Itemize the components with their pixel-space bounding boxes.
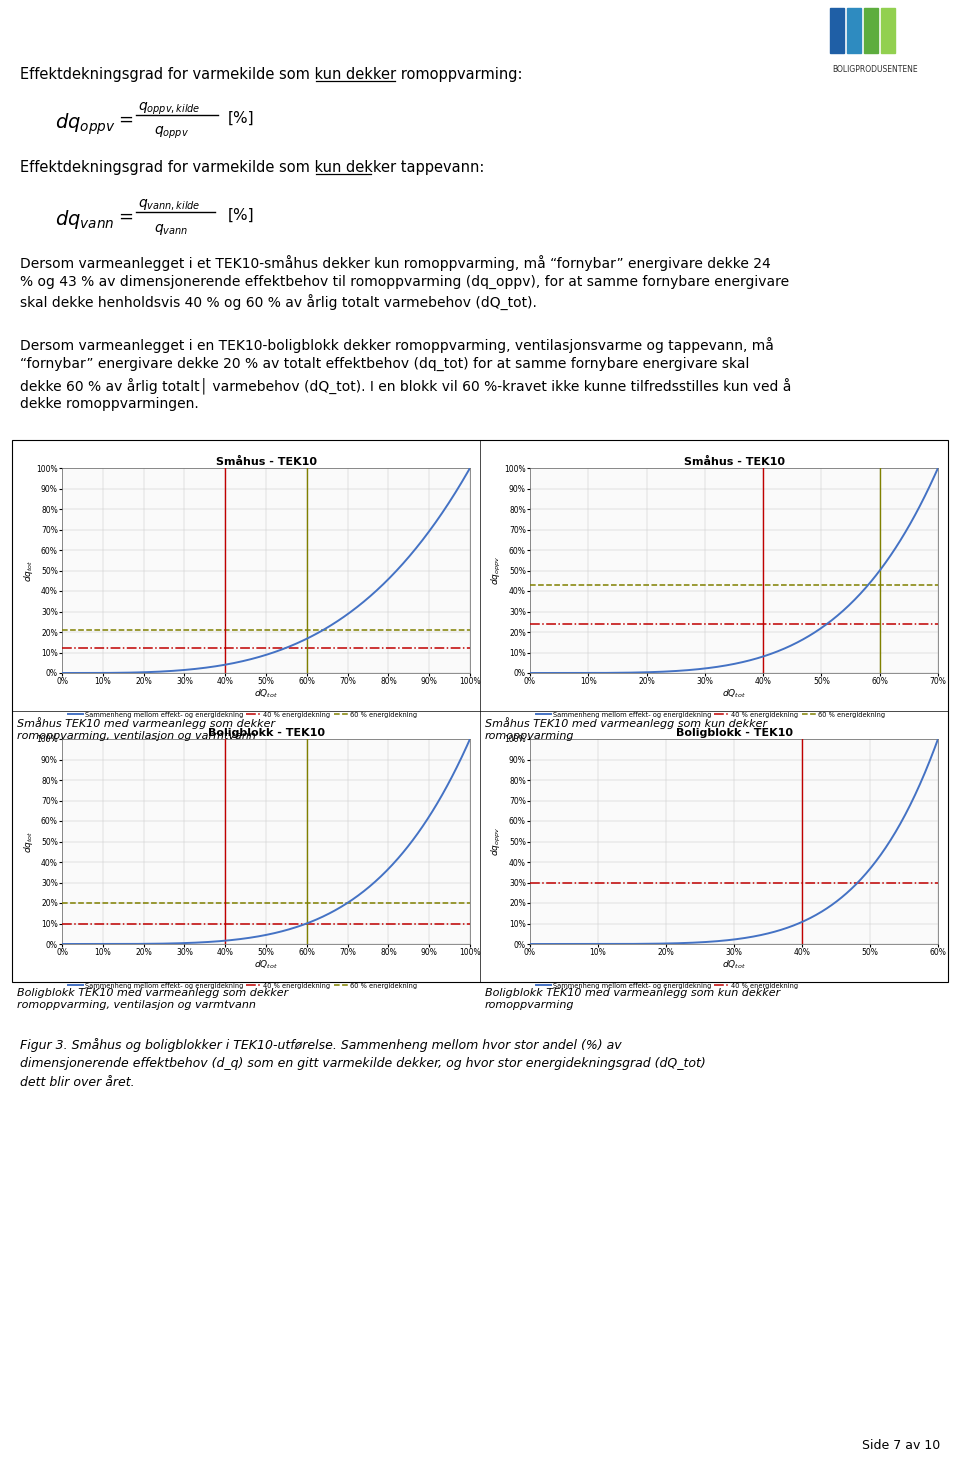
Legend: Sammenheng mellom effekt- og energidekning, 40 % energidekning, 60 % energidekni: Sammenheng mellom effekt- og energidekni…	[65, 980, 420, 991]
Title: Småhus - TEK10: Småhus - TEK10	[684, 457, 784, 467]
Bar	[847, 7, 861, 53]
Text: Dersom varmeanlegget i en TEK10-boligblokk dekker romoppvarming, ventilasjonsvar: Dersom varmeanlegget i en TEK10-boligblo…	[20, 337, 774, 353]
Text: =: =	[118, 207, 133, 226]
Text: Effektdekningsgrad for varmekilde som kun dekker tappevann:: Effektdekningsgrad for varmekilde som ku…	[20, 160, 485, 175]
Text: “fornybar” energivare dekke 20 % av totalt effektbehov (dq_tot) for at samme for: “fornybar” energivare dekke 20 % av tota…	[20, 357, 750, 370]
Text: Boligblokk TEK10 med varmeanlegg som dekker
romoppvarming, ventilasjon og varmtv: Boligblokk TEK10 med varmeanlegg som dek…	[17, 988, 288, 1010]
X-axis label: $dQ_{tot}$: $dQ_{tot}$	[254, 958, 277, 972]
Text: Side 7 av 10: Side 7 av 10	[862, 1439, 940, 1452]
Text: Boligblokk TEK10 med varmeanlegg som kun dekker
romoppvarming: Boligblokk TEK10 med varmeanlegg som kun…	[485, 988, 780, 1010]
Text: Dersom varmeanlegget i et TEK10-småhus dekker kun romoppvarming, må “fornybar” e: Dersom varmeanlegget i et TEK10-småhus d…	[20, 254, 771, 270]
Text: dett blir over året.: dett blir over året.	[20, 1076, 134, 1089]
Bar	[881, 7, 895, 53]
Text: $\mathit{dq_{oppv}}$: $\mathit{dq_{oppv}}$	[55, 112, 115, 137]
Bar	[12, 440, 948, 982]
Y-axis label: $dq_{tot}$: $dq_{tot}$	[22, 831, 35, 853]
Bar	[830, 7, 844, 53]
Title: Småhus - TEK10: Småhus - TEK10	[215, 457, 317, 467]
Text: dekke romoppvarmingen.: dekke romoppvarmingen.	[20, 397, 199, 412]
Text: skal dekke henholdsvis 40 % og 60 % av årlig totalt varmebehov (dQ_tot).: skal dekke henholdsvis 40 % og 60 % av å…	[20, 295, 537, 312]
Text: $\mathit{q_{oppv}}$: $\mathit{q_{oppv}}$	[154, 125, 189, 141]
Title: Boligblokk - TEK10: Boligblokk - TEK10	[207, 728, 324, 738]
Text: [%]: [%]	[228, 207, 254, 223]
Title: Boligblokk - TEK10: Boligblokk - TEK10	[676, 728, 793, 738]
Y-axis label: $dq_{tot}$: $dq_{tot}$	[22, 559, 35, 582]
Text: =: =	[118, 112, 133, 129]
Text: [%]: [%]	[228, 112, 254, 126]
Text: $\mathit{q_{oppv,kilde}}$: $\mathit{q_{oppv,kilde}}$	[138, 101, 201, 118]
Legend: Sammenheng mellom effekt- og energidekning, 40 % energidekning, 60 % energidekni: Sammenheng mellom effekt- og energidekni…	[534, 709, 888, 720]
Text: % og 43 % av dimensjonerende effektbehov til romoppvarming (dq_oppv), for at sam: % og 43 % av dimensjonerende effektbehov…	[20, 275, 789, 290]
Y-axis label: $dq_{oppv}$: $dq_{oppv}$	[490, 828, 503, 856]
Legend: Sammenheng mellom effekt- og energidekning, 40 % energidekning: Sammenheng mellom effekt- og energidekni…	[534, 980, 801, 991]
Text: BOLIGPRODUSENTENE: BOLIGPRODUSENTENE	[832, 65, 918, 74]
Legend: Sammenheng mellom effekt- og energidekning, 40 % energidekning, 60 % energidekni: Sammenheng mellom effekt- og energidekni…	[65, 709, 420, 720]
Text: dekke 60 % av årlig totalt│ varmebehov (dQ_tot). I en blokk vil 60 %-kravet ikke: dekke 60 % av årlig totalt│ varmebehov (…	[20, 376, 791, 394]
X-axis label: $dQ_{tot}$: $dQ_{tot}$	[722, 688, 746, 700]
X-axis label: $dQ_{tot}$: $dQ_{tot}$	[254, 688, 277, 700]
Text: Småhus TEK10 med varmeanlegg som dekker
romoppvarming, ventilasjon og varmtvann: Småhus TEK10 med varmeanlegg som dekker …	[17, 717, 276, 741]
Text: $\mathit{dq_{vann}}$: $\mathit{dq_{vann}}$	[55, 207, 114, 231]
Text: $\mathit{q_{vann,kilde}}$: $\mathit{q_{vann,kilde}}$	[138, 198, 201, 213]
Y-axis label: $dq_{oppv}$: $dq_{oppv}$	[490, 556, 503, 585]
Text: dimensjonerende effektbehov (d_q) som en gitt varmekilde dekker, og hvor stor en: dimensjonerende effektbehov (d_q) som en…	[20, 1057, 706, 1070]
Bar	[864, 7, 878, 53]
Text: $\mathit{q_{vann}}$: $\mathit{q_{vann}}$	[154, 222, 188, 237]
Text: Småhus TEK10 med varmeanlegg som kun dekker
romoppvarming: Småhus TEK10 med varmeanlegg som kun dek…	[485, 717, 767, 741]
Text: Effektdekningsgrad for varmekilde som kun dekker romoppvarming:: Effektdekningsgrad for varmekilde som ku…	[20, 68, 522, 82]
Text: Figur 3. Småhus og boligblokker i TEK10-utførelse. Sammenheng mellom hvor stor a: Figur 3. Småhus og boligblokker i TEK10-…	[20, 1038, 622, 1053]
X-axis label: $dQ_{tot}$: $dQ_{tot}$	[722, 958, 746, 972]
